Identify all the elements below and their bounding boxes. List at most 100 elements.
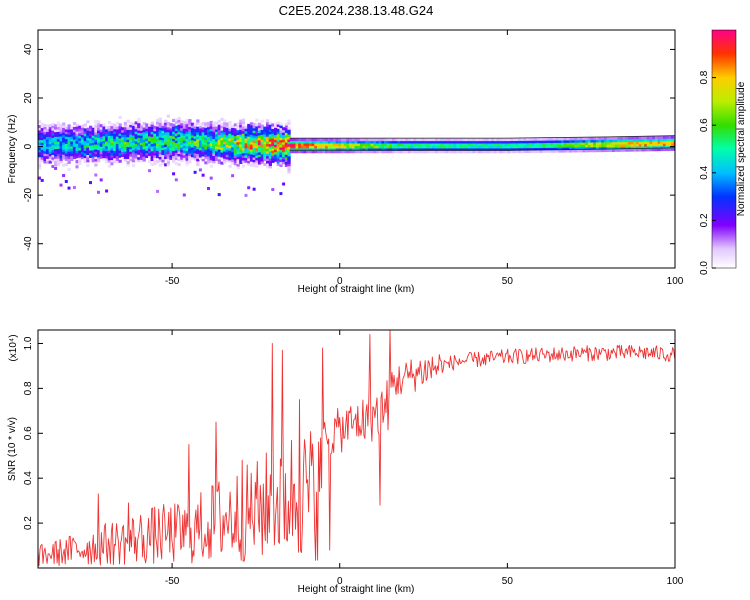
heatmap-cell xyxy=(247,133,251,137)
heatmap-cell xyxy=(188,131,192,135)
heatmap-cell xyxy=(314,142,318,146)
heatmap-cell xyxy=(282,136,286,140)
heatmap-cell xyxy=(424,140,428,144)
heatmap-cell xyxy=(59,126,63,130)
heatmap-cell xyxy=(504,145,508,149)
heatmap-cell xyxy=(137,122,141,126)
heatmap-cell xyxy=(217,156,221,160)
heatmap-cell xyxy=(440,145,444,149)
heatmap-cell xyxy=(142,122,146,126)
heatmap-cell xyxy=(408,140,412,144)
heatmap-cell xyxy=(271,125,275,129)
heatmap-cell xyxy=(188,128,192,132)
heatmap-cell xyxy=(70,145,74,149)
heatmap-cell xyxy=(131,149,136,153)
heatmap-cell xyxy=(620,139,624,143)
heatmap-cell xyxy=(185,143,189,147)
heatmap-cell xyxy=(156,152,160,156)
heatmap-cell xyxy=(314,147,318,151)
heatmap-cell xyxy=(48,148,52,152)
heatmap-cell xyxy=(453,138,457,142)
heatmap-cell xyxy=(56,126,61,130)
heatmap-cell xyxy=(287,170,291,174)
heatmap-cell xyxy=(161,139,165,143)
heatmap-cell xyxy=(257,161,262,165)
heatmap-cell xyxy=(440,147,444,151)
heatmap-cell xyxy=(394,138,398,142)
heatmap-cell xyxy=(102,138,106,142)
heatmap-cell xyxy=(102,140,106,144)
heatmap-cell xyxy=(212,133,216,137)
heatmap-cell xyxy=(150,121,154,125)
heatmap-cell xyxy=(126,129,130,133)
heatmap-cell xyxy=(550,142,554,146)
heatmap-cell xyxy=(212,145,216,149)
heatmap-cell xyxy=(177,126,181,130)
heatmap-cell xyxy=(51,149,55,153)
heatmap-cell xyxy=(247,138,251,142)
heatmap-cell xyxy=(145,152,149,156)
heatmap-cell xyxy=(435,138,439,142)
heatmap-cell xyxy=(86,120,90,124)
heatmap-cell xyxy=(523,137,527,141)
heatmap-cell xyxy=(94,156,98,160)
heatmap-cell xyxy=(547,140,551,144)
heatmap-cell xyxy=(164,127,168,131)
heatmap-cell xyxy=(585,142,589,146)
heatmap-cell xyxy=(134,128,138,132)
heatmap-cell xyxy=(644,148,648,152)
heatmap-cell xyxy=(477,142,482,146)
heatmap-cell xyxy=(469,142,474,146)
heatmap-cell xyxy=(300,140,305,144)
heatmap-cell xyxy=(129,124,133,128)
heatmap-cell xyxy=(148,128,152,132)
heatmap-cell xyxy=(544,137,549,141)
heatmap-cell xyxy=(290,140,294,144)
heatmap-cell xyxy=(70,128,74,132)
heatmap-cell xyxy=(113,133,117,137)
heatmap-cell xyxy=(236,131,240,135)
heatmap-cell xyxy=(129,136,133,140)
heatmap-cell xyxy=(247,131,251,135)
heatmap-cell xyxy=(276,162,280,166)
heatmap-cell xyxy=(38,166,42,170)
heatmap-cell xyxy=(150,124,154,128)
heatmap-cell xyxy=(282,134,286,138)
heatmap-cell xyxy=(233,157,238,161)
heatmap-cell xyxy=(239,136,243,140)
heatmap-cell xyxy=(94,134,98,138)
heatmap-cell xyxy=(121,127,125,131)
heatmap-cell xyxy=(86,135,90,139)
heatmap-cell xyxy=(164,146,168,150)
heatmap-cell xyxy=(78,145,82,149)
heatmap-cell xyxy=(215,133,219,137)
heatmap-cell xyxy=(566,144,570,148)
heatmap-cell xyxy=(40,132,44,136)
heatmap-cell xyxy=(351,142,356,146)
heatmap-cell xyxy=(137,134,141,138)
heatmap-cell xyxy=(156,128,160,132)
heatmap-cell xyxy=(215,121,219,125)
heatmap-cell xyxy=(131,142,136,146)
heatmap-cell xyxy=(231,174,235,178)
heatmap-cell xyxy=(274,139,278,143)
heatmap-cell xyxy=(48,129,52,133)
heatmap-cell xyxy=(148,126,152,130)
heatmap-cell xyxy=(123,155,128,159)
heatmap-cell xyxy=(225,125,229,129)
heatmap-cell xyxy=(89,152,93,156)
colorbar-ticks: 0.00.20.40.60.8 xyxy=(699,70,716,275)
heatmap-cell xyxy=(292,147,297,151)
heatmap-cell xyxy=(62,124,66,128)
heatmap-cell xyxy=(485,142,490,146)
heatmap-cell xyxy=(456,145,460,149)
heatmap-cell xyxy=(174,162,179,166)
heatmap-cell xyxy=(209,164,213,168)
heatmap-cell xyxy=(260,124,264,128)
heatmap-cell xyxy=(105,138,109,142)
heatmap-cell xyxy=(351,147,356,151)
heatmap-cell xyxy=(174,152,179,156)
heatmap-cell xyxy=(598,137,602,141)
heatmap-cell xyxy=(443,138,447,142)
heatmap-cell xyxy=(231,144,235,148)
